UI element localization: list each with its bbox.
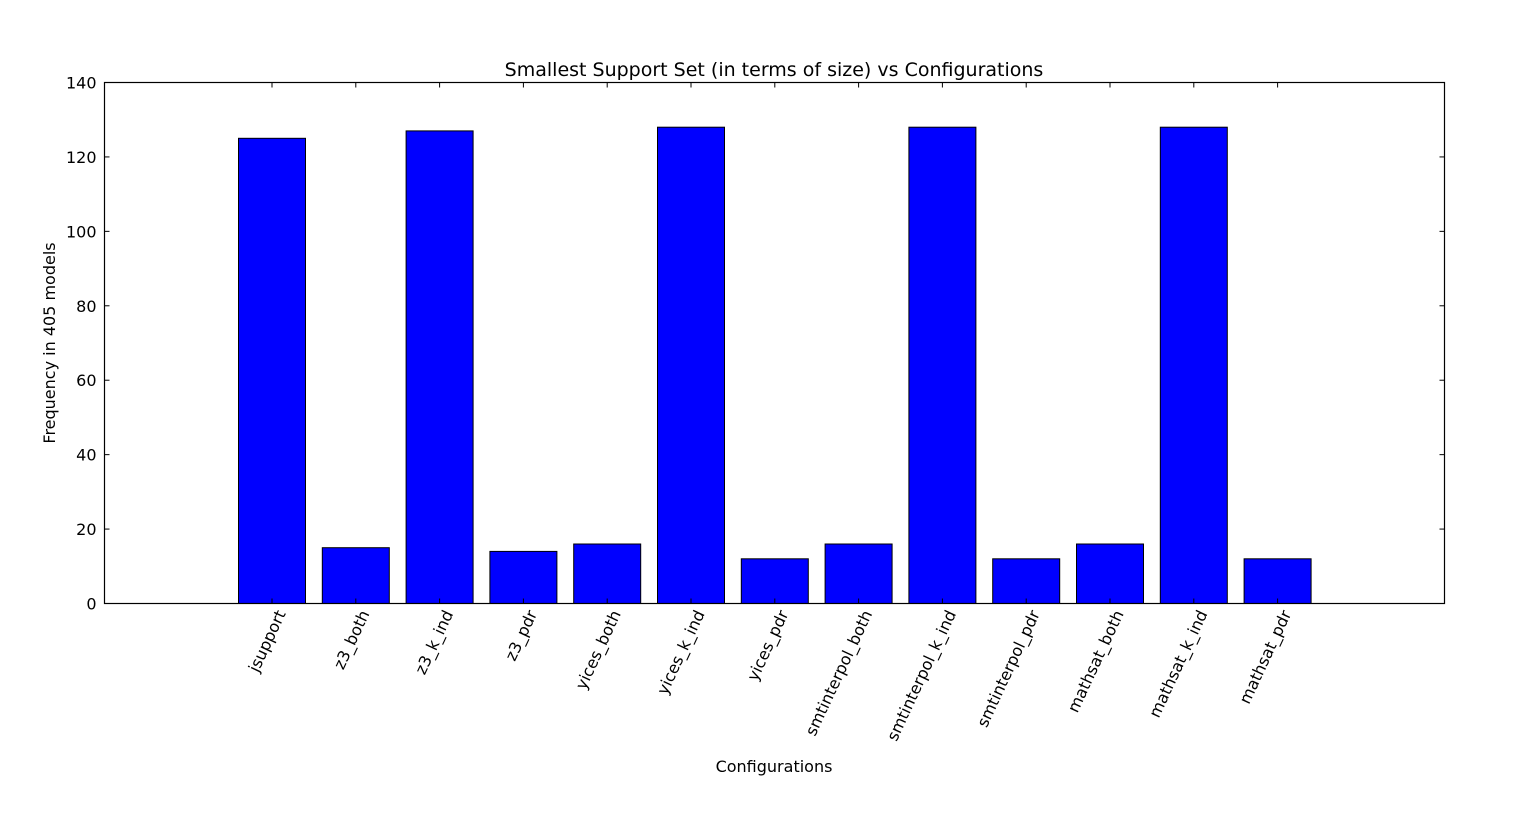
- y-tick-label-0: 0: [86, 595, 96, 614]
- bar-smtinterpol_k_ind: [908, 126, 977, 604]
- bar-smtinterpol_pdr: [992, 558, 1061, 604]
- bar-mathsat_pdr: [1243, 558, 1312, 604]
- y-axis-label: Frequency in 405 models: [40, 242, 59, 443]
- y-tick-label-20: 20: [76, 520, 96, 539]
- bar-yices_both: [573, 543, 642, 604]
- bar-yices_k_ind: [657, 126, 725, 604]
- bar-z3_k_ind: [405, 130, 474, 604]
- y-tick-label-60: 60: [76, 371, 96, 390]
- y-tick-label-40: 40: [76, 446, 96, 465]
- bar-smtinterpol_both: [824, 543, 893, 604]
- x-axis-label: Configurations: [716, 757, 833, 776]
- plot-frame: [103, 81, 1446, 605]
- bars-group: [238, 126, 1312, 605]
- bar-z3_both: [321, 547, 390, 605]
- y-tick-label-140: 140: [66, 74, 97, 93]
- bar-mathsat_k_ind: [1159, 126, 1228, 604]
- bar-z3_pdr: [489, 550, 558, 605]
- y-tick-label-100: 100: [66, 222, 97, 241]
- y-tick-label-120: 120: [66, 148, 97, 167]
- bar-yices_pdr: [740, 558, 809, 604]
- y-tick-label-80: 80: [76, 297, 96, 316]
- bar-mathsat_both: [1076, 543, 1144, 604]
- chart-title: Smallest Support Set (in terms of size) …: [505, 59, 1044, 81]
- y-axis: 0 20 40 60 80 100 120 140: [66, 74, 1445, 614]
- bar-jsupport: [238, 137, 306, 605]
